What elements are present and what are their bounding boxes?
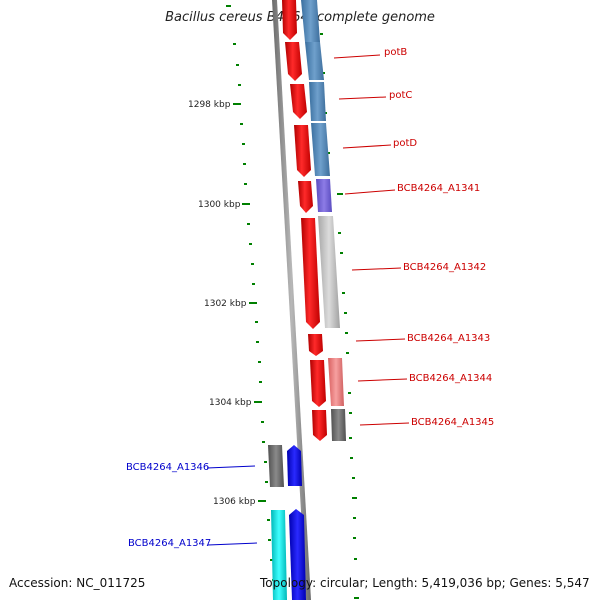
gene-label-potD[interactable]: potD [393,138,417,149]
gene-label-potB[interactable]: potB [384,47,407,58]
gene-box-potC[interactable] [309,82,326,121]
strand-arrow-A1345[interactable] [312,410,327,441]
gene-label-A1342[interactable]: BCB4264_A1342 [403,262,486,273]
gene-box-A1346[interactable] [268,445,284,487]
tick-label: 1302 kbp [204,299,247,309]
label-leaders [206,54,410,546]
gene-label-potC[interactable]: potC [389,90,412,101]
strand-arrow-potD[interactable] [294,125,311,177]
strand-arrow-potC[interactable] [290,84,307,119]
tick-mark [233,103,241,105]
genome-title: Bacillus cereus B4264, complete genome [165,10,435,25]
strand-arrow-A1347[interactable] [289,509,306,600]
strand-arrow-potB[interactable] [285,42,302,81]
gene-box-A1341[interactable] [316,179,332,212]
gene-label-A1345[interactable]: BCB4264_A1345 [411,417,494,428]
tick-label: 1306 kbp [213,497,256,507]
gene-label-A1344[interactable]: BCB4264_A1344 [409,373,492,384]
gene-box-A1342[interactable] [318,216,340,328]
strand-arrow-A1346[interactable] [287,445,302,486]
gene-label-A1347[interactable]: BCB4264_A1347 [128,538,211,549]
strand-arrow-A1342[interactable] [301,218,320,329]
gene-label-A1341[interactable]: BCB4264_A1341 [397,183,480,194]
strand-arrow-potA[interactable] [282,0,297,40]
gene-box-A1347[interactable] [271,510,287,600]
gene-box-A1344[interactable] [328,358,344,406]
strand-arrow-A1344[interactable] [310,360,326,407]
gene-box-potB-top[interactable] [301,0,320,42]
gene-box-A1345[interactable] [331,409,346,441]
gene-box-potD[interactable] [311,123,330,176]
tick-label: 1304 kbp [209,398,252,408]
tick-label: 1298 kbp [188,100,231,110]
gene-boxes [301,0,346,441]
scale-ticks: 1298 kbp 1300 kbp 1302 kbp 1304 kbp 1306… [188,100,266,507]
tick-mark [249,302,257,304]
strand-arrow-A1341[interactable] [298,181,313,213]
tick-mark [258,500,266,502]
gene-label-A1343[interactable]: BCB4264_A1343 [407,333,490,344]
strand-arrow-A1343[interactable] [308,334,323,356]
tick-mark [254,401,262,403]
gene-label-A1346[interactable]: BCB4264_A1346 [126,462,209,473]
accession-text: Accession: NC_011725 [9,576,146,590]
tick-mark [242,203,250,205]
genome-summary-text: Topology: circular; Length: 5,419,036 bp… [260,576,590,590]
tick-label: 1300 kbp [198,200,241,210]
genome-backbone [272,0,311,600]
reverse-strand-genes [268,445,306,600]
forward-strand-genes [282,0,327,441]
gene-box-potB[interactable] [305,42,324,80]
